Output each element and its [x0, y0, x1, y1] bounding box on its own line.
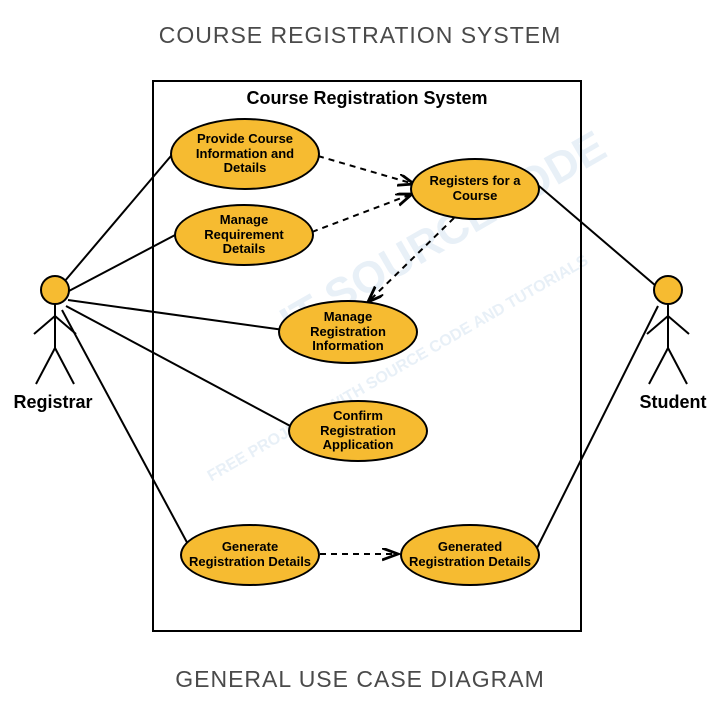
actor-label-registrar: Registrar: [8, 392, 98, 413]
actor-student: [647, 276, 689, 384]
usecase-registers-course: Registers for a Course: [410, 158, 540, 220]
usecase-generated-details: Generated Registration Details: [400, 524, 540, 586]
usecase-generate-details: Generate Registration Details: [180, 524, 320, 586]
usecase-confirm-application: Confirm Registration Application: [288, 400, 428, 462]
page-title: COURSE REGISTRATION SYSTEM: [0, 22, 720, 49]
usecase-provide-course-info: Provide Course Information and Details: [170, 118, 320, 190]
diagram-canvas: COURSE REGISTRATION SYSTEM GENERAL USE C…: [0, 0, 720, 720]
actor-registrar: [34, 276, 76, 384]
usecase-manage-registration-info: Manage Registration Information: [278, 300, 418, 364]
page-subtitle: GENERAL USE CASE DIAGRAM: [0, 666, 720, 693]
usecase-manage-requirement: Manage Requirement Details: [174, 204, 314, 266]
system-title: Course Registration System: [154, 88, 580, 109]
actor-label-student: Student: [628, 392, 718, 413]
